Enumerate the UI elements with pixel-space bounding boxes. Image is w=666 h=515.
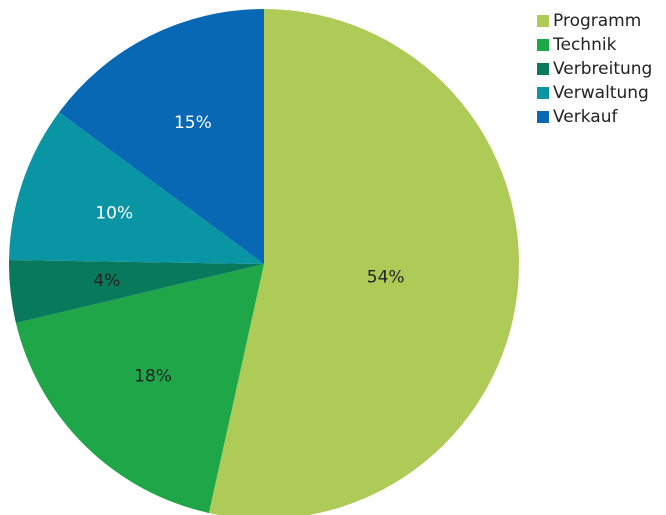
pie-slice [208,9,519,515]
legend-label: Verkauf [553,107,618,127]
legend-label: Technik [552,35,617,55]
legend-swatch [537,111,549,123]
legend-label: Verwaltung [553,83,649,103]
legend-swatch [537,39,549,51]
legend-swatch [537,87,549,99]
slice-label: 15% [174,113,212,133]
legend-swatch [537,15,549,27]
slice-label: 10% [95,203,133,223]
legend-label: Verbreitung [553,59,652,79]
slice-label: 18% [134,367,172,387]
slice-label: 54% [367,267,405,287]
pie-slice [9,260,265,323]
pie-slice [15,264,265,513]
legend-swatch [537,63,549,75]
pie-slice [9,112,265,264]
pie-slice [59,9,264,264]
slice-label: 4% [93,271,120,291]
legend-label: Programm [553,11,641,31]
